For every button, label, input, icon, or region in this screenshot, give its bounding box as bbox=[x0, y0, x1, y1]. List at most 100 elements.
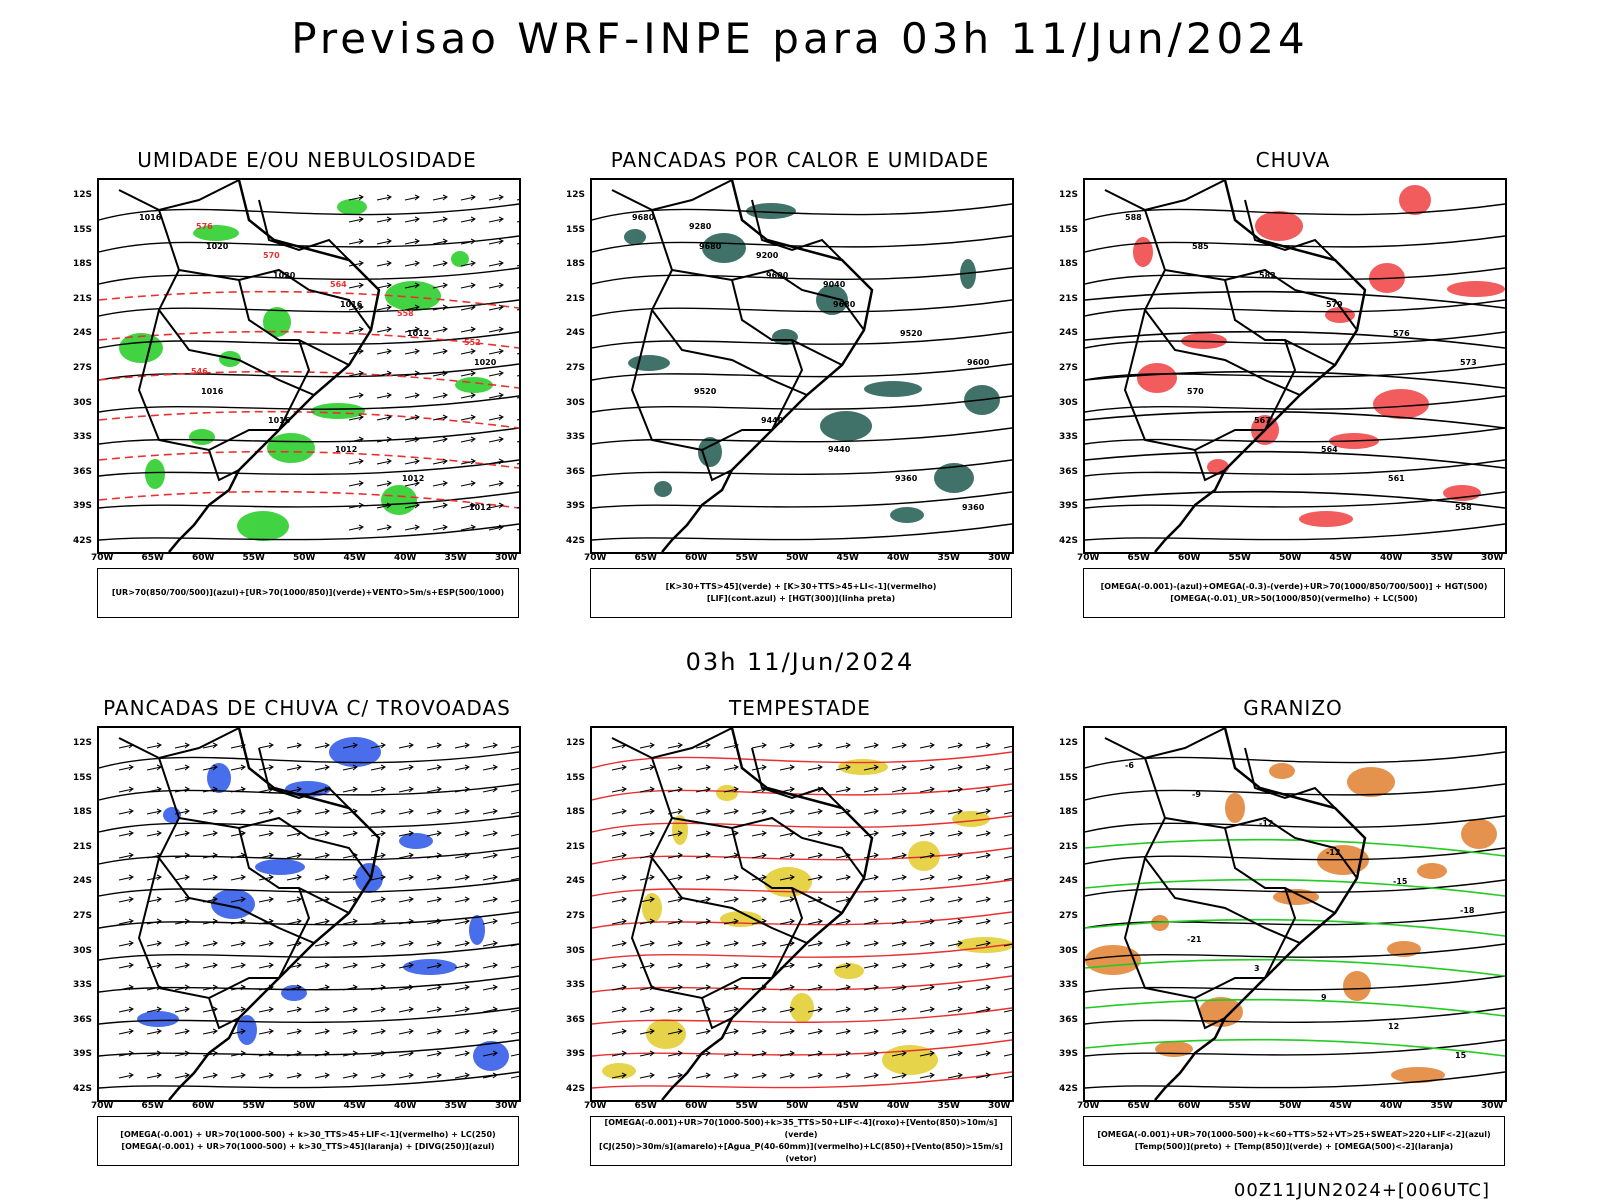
latitude-tick-label: 24S bbox=[73, 876, 93, 887]
longitude-tick-label: 55W bbox=[242, 1101, 265, 1111]
contour-label: 1012 bbox=[402, 474, 424, 483]
longitude-tick-label: 45W bbox=[836, 553, 859, 563]
contour-label: 564 bbox=[1321, 445, 1338, 454]
secondary-contours bbox=[1085, 290, 1505, 509]
map-canvas: -6 -9 -12 -12 -15 -18 -21 3 9 12 15 bbox=[1085, 728, 1505, 1100]
longitude-tick-label: 50W bbox=[786, 553, 809, 563]
map-canvas bbox=[99, 728, 519, 1100]
longitude-tick-label: 35W bbox=[444, 553, 467, 563]
wind-vectors bbox=[348, 194, 519, 531]
longitude-tick-label: 50W bbox=[1279, 1101, 1302, 1111]
latitude-tick-label: 21S bbox=[566, 293, 586, 304]
legend-line: [OMEGA(-0.001)+UR>70(1000-500)+k>35_TTS>… bbox=[604, 1118, 998, 1139]
borders bbox=[1104, 180, 1367, 552]
longitude-tick-label: 30W bbox=[495, 553, 518, 563]
longitude-tick-label: 35W bbox=[1430, 1101, 1453, 1111]
longitude-tick-label: 55W bbox=[1228, 1101, 1251, 1111]
latitude-tick-label: 18S bbox=[1059, 807, 1079, 818]
contour-label: 1016 bbox=[201, 387, 224, 396]
contour-label: 1016 bbox=[340, 300, 363, 309]
longitude-tick-label: 60W bbox=[1178, 1101, 1201, 1111]
longitude-tick-label: 35W bbox=[444, 1101, 467, 1111]
main-title: Previsao WRF-INPE para 03h 11/Jun/2024 bbox=[291, 14, 1309, 63]
longitude-tick-label: 70W bbox=[584, 553, 607, 563]
latitude-tick-label: 12S bbox=[566, 190, 586, 200]
latitude-tick-label: 39S bbox=[73, 501, 93, 512]
longitude-tick-label: 30W bbox=[1481, 1101, 1504, 1111]
contour-label: 546 bbox=[191, 367, 208, 376]
map-canvas: 9680 9680 9600 9680 9520 9600 9520 9440 9440 9360… bbox=[592, 180, 1012, 552]
contour-label: 552 bbox=[464, 338, 481, 347]
legend-line: [CJ(250)>30m/s](amarelo)+[Agua_P(40-60mm… bbox=[599, 1142, 1003, 1163]
longitude-tick-label: 55W bbox=[242, 553, 265, 563]
latitude-tick-label: 21S bbox=[1059, 841, 1079, 852]
longitude-tick-label: 35W bbox=[937, 553, 960, 563]
panel-legend: [OMEGA(-0.001)+UR>70(1000-500)+k>35_TTS>… bbox=[590, 1116, 1012, 1166]
latitude-tick-label: 30S bbox=[1059, 945, 1079, 956]
latitude-tick-label: 36S bbox=[1059, 1014, 1079, 1025]
longitude-tick-label: 40W bbox=[394, 1101, 417, 1111]
panel-legend: [OMEGA(-0.001)-(azul)+OMEGA(-0.3)-(verde… bbox=[1083, 568, 1505, 618]
legend-line: [OMEGA(-0.001)-(azul)+OMEGA(-0.3)-(verde… bbox=[1100, 582, 1488, 591]
longitude-tick-label: 40W bbox=[1380, 553, 1403, 563]
latitude-tick-label: 18S bbox=[73, 807, 93, 818]
contour-label: 9600 bbox=[766, 271, 789, 280]
legend-line: [OMEGA(-0.01)_UR>50(1000/850)(vermelho) … bbox=[1170, 594, 1418, 603]
legend-line: [OMEGA(-0.001) + UR>70(1000-500) + k>30_… bbox=[121, 1142, 495, 1151]
contour-label: 9680 bbox=[833, 300, 856, 309]
latitude-tick-label: 15S bbox=[566, 224, 586, 235]
borders bbox=[118, 728, 381, 1100]
latitude-tick-label: 24S bbox=[566, 328, 586, 339]
contour-label: 1020 bbox=[206, 242, 229, 251]
contour-label: 9040 bbox=[823, 280, 846, 289]
longitude-tick-label: 55W bbox=[735, 553, 758, 563]
contour-label: 564 bbox=[330, 280, 347, 289]
shaded-area bbox=[602, 759, 1012, 1079]
longitude-tick-label: 45W bbox=[343, 553, 366, 563]
contour-label: 588 bbox=[1125, 213, 1142, 222]
latitude-tick-label: 36S bbox=[566, 466, 586, 477]
longitude-tick-label: 60W bbox=[192, 1101, 215, 1111]
latitude-tick-label: 27S bbox=[1059, 911, 1079, 921]
latitude-tick-label: 12S bbox=[1059, 738, 1079, 748]
longitude-tick-label: 65W bbox=[1127, 553, 1150, 563]
contour-label: 9 bbox=[1321, 993, 1327, 1002]
longitude-tick-label: 65W bbox=[141, 1101, 164, 1111]
latitude-tick-label: 42S bbox=[566, 1084, 586, 1094]
latitude-tick-label: 21S bbox=[566, 841, 586, 852]
longitude-tick-label: 40W bbox=[887, 1101, 910, 1111]
latitude-tick-label: 39S bbox=[566, 1049, 586, 1060]
latitude-tick-label: 42S bbox=[73, 1084, 93, 1094]
latitude-tick-label: 42S bbox=[566, 536, 586, 546]
contour-lines bbox=[99, 203, 519, 541]
legend-line: [OMEGA(-0.001)+UR>70(1000-500)+k<60+TTS>… bbox=[1097, 1130, 1491, 1139]
contour-label: 1012 bbox=[335, 445, 357, 454]
map-panel: 1016 1020 1020 1016 1012 1020 1016 1016 1012 1012… bbox=[97, 178, 521, 554]
contour-label: 9280 bbox=[689, 222, 712, 231]
map-canvas: 588 585 582 579 576 573 570 567 564 561 558 bbox=[1085, 180, 1505, 552]
longitude-tick-label: 50W bbox=[786, 1101, 809, 1111]
borders bbox=[611, 180, 874, 552]
latitude-tick-label: 33S bbox=[1059, 980, 1079, 991]
latitude-tick-label: 18S bbox=[566, 259, 586, 270]
contour-label: 9520 bbox=[694, 387, 717, 396]
legend-line: [UR>70(850/700/500)](azul)+[UR>70(1000/8… bbox=[111, 588, 505, 597]
longitude-tick-label: 40W bbox=[1380, 1101, 1403, 1111]
contour-label: 9680 bbox=[699, 242, 722, 251]
longitude-tick-label: 70W bbox=[91, 1101, 114, 1111]
longitude-tick-label: 60W bbox=[1178, 553, 1201, 563]
latitude-tick-label: 36S bbox=[73, 466, 93, 477]
latitude-tick-label: 18S bbox=[566, 807, 586, 818]
shaded-area bbox=[137, 737, 509, 1071]
longitude-tick-label: 70W bbox=[91, 553, 114, 563]
contour-label: 9200 bbox=[756, 251, 779, 260]
contour-label: 1012 bbox=[469, 503, 491, 512]
longitude-tick-label: 50W bbox=[1279, 553, 1302, 563]
latitude-tick-label: 39S bbox=[1059, 1049, 1079, 1060]
borders bbox=[611, 728, 874, 1100]
longitude-tick-label: 30W bbox=[495, 1101, 518, 1111]
latitude-tick-label: 27S bbox=[566, 363, 586, 373]
longitude-tick-label: 45W bbox=[1329, 1101, 1352, 1111]
contour-label: -9 bbox=[1192, 790, 1201, 799]
longitude-tick-label: 30W bbox=[988, 1101, 1011, 1111]
